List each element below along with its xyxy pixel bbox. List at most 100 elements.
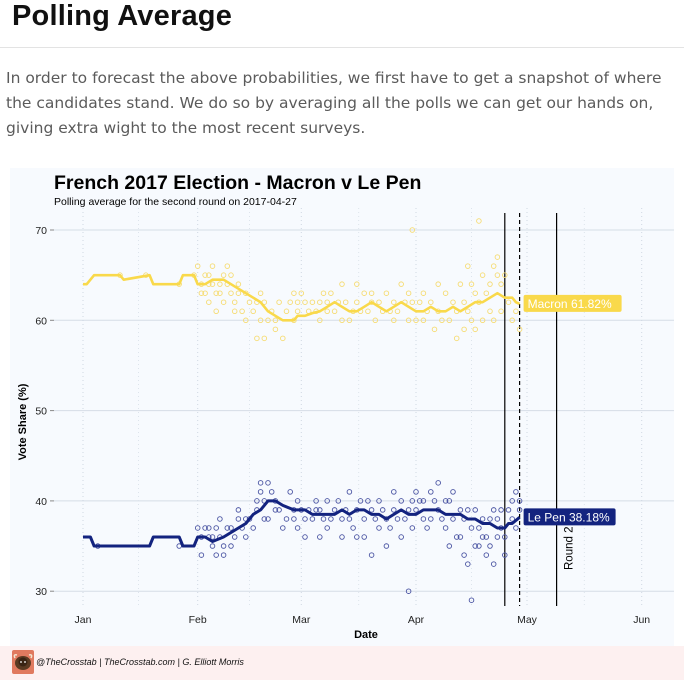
lepen-poll-point xyxy=(442,525,449,531)
macron-poll-point xyxy=(416,299,423,305)
x-tick-label: Mar xyxy=(292,614,311,626)
macron-poll-point xyxy=(339,317,345,324)
macron-poll-point xyxy=(498,281,504,287)
macron-poll-point xyxy=(431,326,438,333)
macron-poll-point xyxy=(490,317,497,324)
macron-poll-point xyxy=(272,317,279,324)
lepen-end-label-box xyxy=(523,508,616,526)
macron-poll-point xyxy=(413,317,419,324)
macron-poll-point xyxy=(472,326,478,333)
lepen-poll-point xyxy=(483,534,490,540)
macron-poll-point xyxy=(405,290,412,296)
lepen-poll-point xyxy=(294,525,301,531)
macron-poll-point xyxy=(502,272,508,278)
footer-bar: @TheCrosstab | TheCrosstab.com | G. Elli… xyxy=(0,646,684,680)
lepen-poll-point xyxy=(494,534,501,540)
macron-poll-point xyxy=(420,290,427,296)
lepen-poll-point xyxy=(209,543,216,549)
lepen-poll-point xyxy=(476,525,482,531)
macron-poll-point xyxy=(294,308,301,315)
macron-poll-point xyxy=(339,281,345,287)
lepen-average-line xyxy=(83,499,521,548)
lepen-poll-point xyxy=(261,516,268,522)
lepen-poll-point xyxy=(398,498,404,504)
macron-poll-point xyxy=(320,290,327,296)
macron-poll-point xyxy=(483,290,490,296)
macron-poll-point xyxy=(257,290,264,296)
macron-poll-point xyxy=(376,299,382,305)
macron-poll-point xyxy=(228,272,234,278)
lepen-poll-point xyxy=(472,507,478,513)
lepen-poll-point xyxy=(453,534,460,540)
macron-poll-point xyxy=(231,299,238,305)
macron-poll-point xyxy=(206,299,212,305)
macron-poll-point xyxy=(254,335,260,342)
macron-poll-point xyxy=(298,290,305,296)
lepen-poll-point xyxy=(513,489,519,495)
macron-poll-point xyxy=(372,317,379,324)
macron-poll-point xyxy=(235,281,242,287)
lepen-poll-point xyxy=(457,507,464,513)
lepen-poll-point xyxy=(224,525,231,531)
macron-poll-point xyxy=(391,299,397,305)
macron-poll-point xyxy=(342,299,349,305)
macron-poll-point xyxy=(494,272,501,278)
lepen-poll-point xyxy=(391,489,397,495)
macron-poll-point xyxy=(331,308,338,315)
lepen-poll-point xyxy=(435,480,441,486)
macron-poll-point xyxy=(453,335,460,342)
x-tick-label: Jan xyxy=(75,614,92,626)
macron-poll-point xyxy=(468,317,475,324)
macron-poll-point xyxy=(317,317,323,324)
lepen-poll-point xyxy=(420,516,427,522)
y-tick-label: 60 xyxy=(35,315,47,327)
macron-poll-point xyxy=(228,290,234,296)
lepen-poll-point xyxy=(276,507,282,513)
lepen-poll-point xyxy=(450,516,456,522)
macron-poll-point xyxy=(435,281,441,287)
macron-poll-point xyxy=(220,299,227,305)
lepen-poll-point xyxy=(431,498,438,504)
macron-poll-point xyxy=(217,290,223,296)
macron-poll-point xyxy=(231,308,238,315)
lepen-poll-point xyxy=(442,498,449,504)
lepen-poll-point xyxy=(490,507,497,513)
lepen-poll-point xyxy=(513,525,519,531)
lepen-poll-point xyxy=(213,525,219,531)
lepen-poll-point xyxy=(339,534,345,540)
bison-logo-icon xyxy=(12,650,34,674)
lepen-poll-point xyxy=(357,498,364,504)
lepen-poll-point xyxy=(465,507,471,513)
x-tick-label: Apr xyxy=(408,614,425,626)
macron-poll-point xyxy=(272,326,279,333)
lepen-poll-point xyxy=(324,525,330,531)
lepen-poll-point xyxy=(265,516,271,522)
lepen-poll-point xyxy=(361,516,367,522)
lepen-poll-point xyxy=(254,498,260,504)
lepen-poll-point xyxy=(202,525,208,531)
lepen-poll-point xyxy=(494,516,501,522)
lepen-poll-point xyxy=(383,543,390,549)
macron-poll-point xyxy=(361,290,367,296)
macron-poll-point xyxy=(291,290,297,296)
macron-poll-point xyxy=(354,299,360,305)
macron-poll-point xyxy=(394,308,401,315)
line-layer xyxy=(83,273,521,548)
macron-poll-point xyxy=(198,290,205,296)
lepen-poll-point xyxy=(457,534,464,540)
macron-poll-point xyxy=(494,254,501,260)
lepen-poll-point xyxy=(280,525,286,531)
lepen-poll-point xyxy=(468,597,475,603)
lepen-poll-point xyxy=(398,534,404,540)
lepen-poll-point xyxy=(387,525,393,531)
lepen-poll-point xyxy=(320,516,327,522)
lepen-poll-point xyxy=(250,525,256,531)
lepen-poll-point xyxy=(479,534,486,540)
macron-poll-point xyxy=(472,290,478,296)
macron-poll-point xyxy=(309,299,316,305)
page-title: Polling Average xyxy=(12,0,233,32)
chart-subtitle: Polling average for the second round on … xyxy=(54,196,297,208)
macron-poll-point xyxy=(220,272,227,278)
lepen-poll-point xyxy=(516,507,523,513)
lepen-poll-point xyxy=(331,507,338,513)
